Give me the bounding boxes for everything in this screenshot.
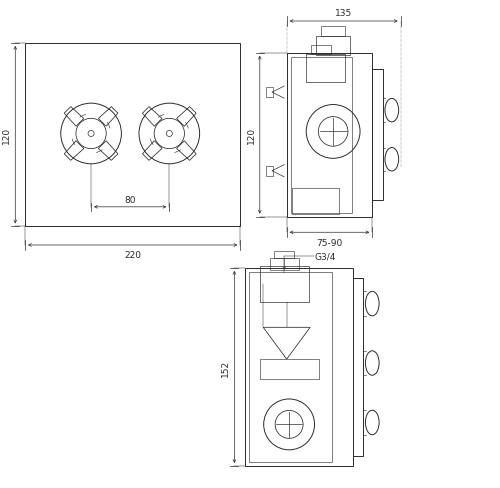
Bar — [316, 37, 350, 56]
Text: 80: 80 — [124, 196, 136, 204]
Bar — [266, 166, 274, 176]
Bar — [260, 359, 319, 379]
Text: 220: 220 — [124, 251, 141, 260]
Bar — [372, 70, 383, 201]
Text: 120: 120 — [2, 127, 11, 144]
Text: 152: 152 — [221, 359, 230, 376]
Bar — [292, 188, 339, 215]
Bar — [311, 45, 330, 55]
Bar — [274, 251, 294, 259]
Bar — [270, 259, 299, 271]
Bar — [290, 58, 352, 213]
Bar — [352, 278, 364, 456]
Bar — [321, 27, 345, 37]
Bar — [286, 54, 372, 217]
Bar — [25, 44, 240, 227]
Bar — [306, 55, 346, 83]
Text: G3/4: G3/4 — [314, 252, 336, 261]
Bar — [266, 88, 274, 98]
Bar — [260, 266, 308, 303]
Bar — [245, 268, 352, 466]
Text: 120: 120 — [246, 127, 256, 144]
Bar — [249, 272, 332, 462]
Text: 75-90: 75-90 — [316, 238, 342, 247]
Text: 135: 135 — [335, 9, 352, 18]
